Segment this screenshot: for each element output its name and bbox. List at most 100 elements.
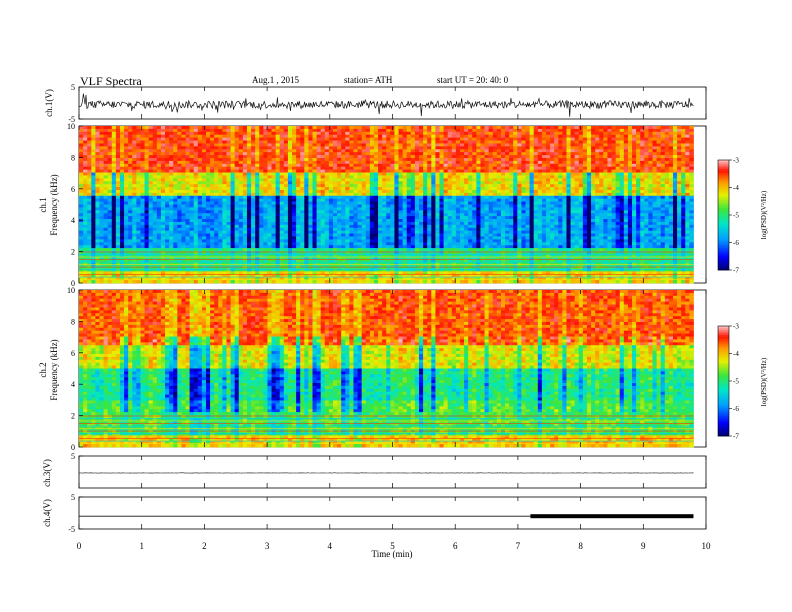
- spectrogram-cell: [205, 195, 211, 200]
- spectrogram-cell: [500, 131, 506, 136]
- spectrogram-cell: [652, 137, 657, 141]
- spectrogram-cell: [107, 128, 113, 133]
- spectrogram-cell: [492, 131, 498, 136]
- spectrogram-cell: [636, 192, 641, 197]
- spectrogram-cell: [292, 172, 297, 176]
- spectrogram-cell: [136, 157, 141, 162]
- spectrogram-cell: [627, 181, 633, 185]
- spectrogram-cell: [496, 172, 502, 176]
- spectrogram-cell: [677, 201, 682, 205]
- spectrogram-cell: [263, 137, 268, 141]
- spectrogram-cell: [312, 181, 317, 185]
- spectrogram-cell: [128, 128, 133, 133]
- spectrogram-cell: [554, 157, 559, 162]
- spectrogram-cell: [607, 143, 612, 147]
- spectrogram-cell: [447, 131, 453, 136]
- spectrogram-cell: [664, 201, 670, 205]
- spectrogram-cell: [406, 149, 412, 153]
- spectrogram-cell: [627, 155, 633, 159]
- spectrogram-cell: [173, 181, 178, 185]
- spectrogram-cell: [111, 160, 117, 165]
- spectrogram-cell: [124, 192, 129, 197]
- spectrogram-cell: [664, 189, 670, 194]
- spectrogram-cell: [447, 146, 453, 150]
- spectrogram-cell: [689, 204, 694, 208]
- spectrogram-cell: [509, 198, 514, 202]
- spectrogram-cell: [230, 207, 236, 211]
- spectrogram-cell: [607, 146, 612, 150]
- spectrogram-cell: [574, 175, 580, 179]
- spectrogram-cell: [152, 210, 158, 214]
- spectrogram-cell: [300, 166, 305, 171]
- spectrogram-cell: [238, 169, 244, 173]
- spectrogram-cell: [500, 198, 506, 202]
- spectrogram-cell: [398, 152, 404, 156]
- spectrogram-cell: [304, 155, 309, 159]
- spectrogram-cell: [398, 198, 404, 202]
- spectrogram-cell: [111, 157, 117, 162]
- spectrogram-cell: [513, 172, 518, 176]
- spectrogram-cell: [668, 175, 674, 179]
- spectrogram-cell: [124, 207, 129, 211]
- spectrogram-cell: [156, 198, 162, 202]
- spectrogram-cell: [394, 201, 399, 205]
- spectrogram-cell: [353, 163, 358, 168]
- spectrogram-cell: [308, 128, 313, 133]
- spectrogram-cell: [578, 198, 584, 202]
- spectrogram-cell: [95, 128, 100, 133]
- spectrogram-cell: [283, 204, 289, 208]
- spectrogram-cell: [603, 198, 608, 202]
- spectrogram-cell: [279, 131, 285, 136]
- spectrogram-cell: [292, 189, 297, 194]
- spectrogram-cell: [529, 181, 535, 185]
- spectrogram-cell: [591, 195, 596, 200]
- spectrogram-cell: [169, 221, 174, 226]
- spectrogram-cell: [681, 181, 686, 185]
- spectrogram-cell: [316, 178, 322, 182]
- spectrogram-cell: [357, 126, 363, 130]
- spectrogram-cell: [517, 181, 522, 185]
- spectrogram-cell: [263, 178, 268, 182]
- spectrogram-cell: [128, 216, 133, 220]
- spectrogram-cell: [378, 187, 383, 191]
- spectrogram-cell: [582, 128, 588, 133]
- spectrogram-cell: [537, 172, 543, 176]
- spectrogram-cell: [394, 134, 399, 139]
- spectrogram-cell: [324, 213, 330, 217]
- spectrogram-cell: [103, 131, 109, 136]
- spectrogram-cell: [627, 207, 633, 211]
- spectrogram-cell: [619, 137, 625, 141]
- spectrogram-cell: [87, 131, 92, 136]
- spectrogram-cell: [173, 152, 178, 156]
- spectrogram-cell: [496, 149, 502, 153]
- spectrogram-cell: [566, 204, 571, 208]
- spectrogram-cell: [689, 169, 694, 173]
- spectrogram-cell: [488, 201, 494, 205]
- spectrogram-cell: [214, 189, 219, 194]
- spectrogram-cell: [230, 189, 236, 194]
- spectrogram-cell: [263, 207, 268, 211]
- spectrogram-cell: [246, 184, 252, 188]
- spectrogram-cell: [652, 216, 657, 220]
- spectrogram-cell: [341, 219, 346, 223]
- spectrogram-cell: [308, 204, 313, 208]
- spectrogram-cell: [316, 172, 322, 176]
- spectrogram-cell: [279, 213, 285, 217]
- spectrogram-cell: [623, 195, 629, 200]
- spectrogram-cell: [222, 155, 227, 159]
- spectrogram-cell: [386, 163, 391, 168]
- spectrogram-cell: [615, 198, 621, 202]
- spectrogram-cell: [378, 146, 383, 150]
- spectrogram-cell: [451, 192, 457, 197]
- spectrogram-cell: [677, 152, 682, 156]
- spectrogram-cell: [136, 128, 141, 133]
- spectrogram-cell: [373, 140, 379, 144]
- spectrogram-cell: [87, 198, 92, 202]
- spectrogram-cell: [656, 201, 662, 205]
- spectrogram-cell: [644, 187, 649, 191]
- spectrogram-cell: [619, 160, 625, 165]
- spectrogram-cell: [328, 210, 334, 214]
- spectrogram-cell: [660, 181, 666, 185]
- spectrogram-cell: [300, 216, 305, 220]
- spectrogram-cell: [574, 152, 580, 156]
